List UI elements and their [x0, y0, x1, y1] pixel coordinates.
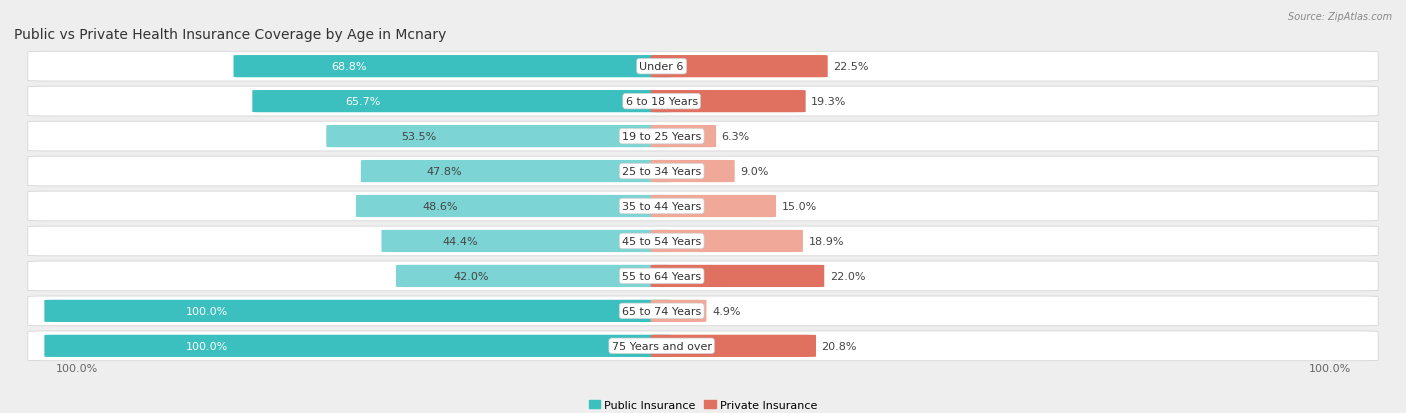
FancyBboxPatch shape — [651, 265, 824, 287]
FancyBboxPatch shape — [651, 230, 803, 252]
FancyBboxPatch shape — [396, 265, 672, 287]
Text: 53.5%: 53.5% — [401, 132, 436, 142]
Text: Under 6: Under 6 — [640, 62, 683, 72]
Text: 48.6%: 48.6% — [423, 202, 458, 211]
Text: 19.3%: 19.3% — [811, 97, 846, 107]
Text: 35 to 44 Years: 35 to 44 Years — [621, 202, 702, 211]
Text: 20.8%: 20.8% — [821, 341, 858, 351]
Text: 4.9%: 4.9% — [711, 306, 741, 316]
Text: 22.5%: 22.5% — [834, 62, 869, 72]
Text: 65 to 74 Years: 65 to 74 Years — [621, 306, 702, 316]
FancyBboxPatch shape — [651, 161, 735, 183]
Text: 55 to 64 Years: 55 to 64 Years — [621, 271, 702, 281]
FancyBboxPatch shape — [28, 331, 1378, 361]
FancyBboxPatch shape — [45, 300, 672, 322]
FancyBboxPatch shape — [356, 195, 672, 218]
FancyBboxPatch shape — [326, 126, 672, 148]
Text: 6.3%: 6.3% — [721, 132, 749, 142]
Text: 15.0%: 15.0% — [782, 202, 817, 211]
Text: 6 to 18 Years: 6 to 18 Years — [626, 97, 697, 107]
Text: 42.0%: 42.0% — [453, 271, 488, 281]
FancyBboxPatch shape — [651, 126, 716, 148]
Text: 65.7%: 65.7% — [346, 97, 381, 107]
Text: Public vs Private Health Insurance Coverage by Age in Mcnary: Public vs Private Health Insurance Cover… — [14, 28, 447, 41]
FancyBboxPatch shape — [651, 300, 706, 322]
Text: 100.0%: 100.0% — [186, 306, 228, 316]
Legend: Public Insurance, Private Insurance: Public Insurance, Private Insurance — [583, 396, 823, 413]
Text: Source: ZipAtlas.com: Source: ZipAtlas.com — [1288, 12, 1392, 22]
Text: 47.8%: 47.8% — [426, 166, 463, 177]
FancyBboxPatch shape — [28, 52, 1378, 82]
FancyBboxPatch shape — [45, 335, 672, 357]
FancyBboxPatch shape — [28, 122, 1378, 152]
FancyBboxPatch shape — [651, 195, 776, 218]
FancyBboxPatch shape — [28, 192, 1378, 221]
FancyBboxPatch shape — [233, 56, 672, 78]
FancyBboxPatch shape — [28, 261, 1378, 291]
Text: 45 to 54 Years: 45 to 54 Years — [621, 236, 702, 247]
FancyBboxPatch shape — [28, 227, 1378, 256]
FancyBboxPatch shape — [381, 230, 672, 252]
Text: 22.0%: 22.0% — [830, 271, 865, 281]
FancyBboxPatch shape — [28, 87, 1378, 117]
FancyBboxPatch shape — [28, 157, 1378, 186]
FancyBboxPatch shape — [651, 91, 806, 113]
Text: 19 to 25 Years: 19 to 25 Years — [621, 132, 702, 142]
Text: 75 Years and over: 75 Years and over — [612, 341, 711, 351]
FancyBboxPatch shape — [28, 296, 1378, 326]
Text: 44.4%: 44.4% — [441, 236, 478, 247]
Text: 18.9%: 18.9% — [808, 236, 844, 247]
Text: 100.0%: 100.0% — [1309, 363, 1351, 373]
Text: 25 to 34 Years: 25 to 34 Years — [621, 166, 702, 177]
Text: 9.0%: 9.0% — [740, 166, 769, 177]
Text: 100.0%: 100.0% — [186, 341, 228, 351]
Text: 100.0%: 100.0% — [55, 363, 97, 373]
FancyBboxPatch shape — [651, 335, 815, 357]
FancyBboxPatch shape — [252, 91, 672, 113]
Text: 68.8%: 68.8% — [330, 62, 367, 72]
FancyBboxPatch shape — [361, 161, 672, 183]
FancyBboxPatch shape — [651, 56, 828, 78]
